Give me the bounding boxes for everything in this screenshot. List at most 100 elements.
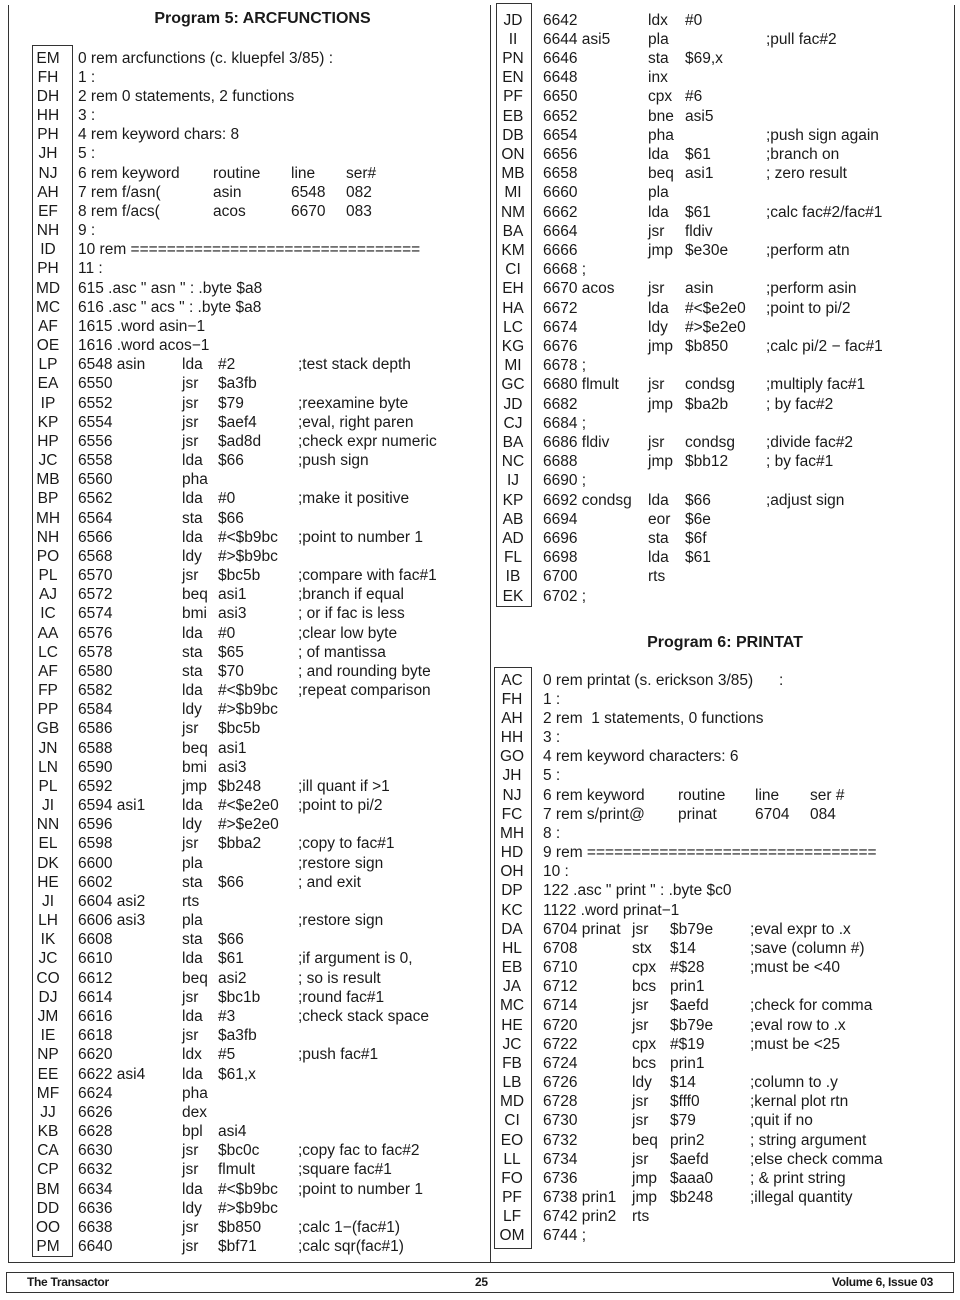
line-number-label: 6646 [543, 49, 578, 67]
comment: ;check expr numeric [298, 432, 437, 450]
line-text: 1122 .word prinat−1 [543, 901, 680, 919]
listing-line: LF 6742 prin2 rts [0, 1207, 649, 1226]
line-number-label: 6626 [78, 1103, 113, 1121]
checksum-code: FO [501, 1169, 523, 1187]
operand: #>$b9bc [218, 701, 278, 719]
line-text: 10 rem ================================ [78, 241, 421, 259]
comment: ;calc sqr(fac#1) [298, 1238, 404, 1256]
serial-cell: 082 [346, 183, 372, 201]
operand: #<$e2e0 [218, 797, 279, 815]
opcode: beq [182, 739, 208, 757]
operand: $61 [685, 549, 711, 567]
checksum-code: CI [504, 1112, 520, 1130]
checksum-code: DK [37, 854, 59, 872]
line-number-label: 6672 [543, 299, 578, 317]
listing-line: BA 6664 jsr fldiv [0, 222, 713, 241]
serial-cell: ser # [810, 786, 845, 804]
checksum-code: GB [36, 720, 60, 738]
line-text: 2 rem 1 statements, 0 functions [543, 709, 764, 727]
checksum-code: JA [502, 978, 522, 996]
listing-line: EF 8 rem f/acs(acos 6670 083 [0, 202, 470, 221]
listing-line: LN 6590 bmi asi3 [0, 758, 470, 777]
operand: $79 [218, 394, 244, 412]
operand: asi1 [218, 586, 247, 604]
comment: ;clear low byte [298, 624, 398, 642]
operand: $66 [218, 509, 244, 527]
checksum-code: MI [504, 184, 522, 202]
checksum-code: MH [499, 824, 525, 842]
checksum-code: HP [37, 432, 59, 450]
line-number-label: 6590 [78, 758, 113, 776]
comment: ; of mantissa [298, 643, 386, 661]
checksum-code: NJ [38, 164, 58, 182]
line-text: 8 rem f/acs( [78, 202, 160, 220]
listing-line: OE 1616 .word acos−1 [0, 336, 470, 355]
opcode: cpx [632, 959, 657, 977]
opcode: pla [648, 184, 669, 202]
opcode: ldy [632, 1074, 652, 1092]
listing-line: BP 6562 lda #0 ;make it positive [0, 489, 470, 508]
listing-line: GC 6680 flmult jsr condsg ;multiply fac#1 [0, 375, 865, 394]
line-text: 6 rem keyword [78, 164, 180, 182]
checksum-code: FH [37, 68, 59, 86]
operand: $bc5b [218, 720, 261, 738]
line-number-label: 6722 [543, 1035, 578, 1053]
checksum-code: EO [500, 1131, 524, 1149]
line-number-label: 6630 [78, 1142, 113, 1160]
operand: $aaa0 [670, 1169, 714, 1187]
operand: $bc1b [218, 988, 261, 1006]
listing-line: HL 6708 stx $14 ;save (column #) [0, 939, 865, 958]
listing-line: LC 6578 sta $65 ; of mantissa [0, 643, 470, 662]
opcode: ldy [182, 1199, 202, 1217]
opcode: lda [648, 299, 669, 317]
line-number-label: 6562 [78, 490, 113, 508]
line-number-label: 6676 [543, 337, 578, 355]
listing-line: MH 8 : [0, 824, 560, 843]
operand: $b850 [685, 337, 729, 355]
listing-line: AH 2 rem 1 statements, 0 functions [0, 709, 763, 728]
listing-line: DA 6704 prinat jsr $b79e ;eval expr to .x [0, 920, 851, 939]
listing-line: AF 1615 .word asin−1 [0, 317, 470, 336]
checksum-code: GC [501, 376, 525, 394]
checksum-code: MH [35, 509, 61, 527]
opcode: sta [182, 509, 203, 527]
checksum-code: NP [37, 1046, 59, 1064]
listing-line: HH 3 : [0, 728, 560, 747]
line-number-label: 6696 [543, 529, 578, 547]
checksum-code: CJ [503, 414, 523, 432]
opcode: jsr [648, 433, 665, 451]
line-text: 6744 ; [543, 1227, 587, 1245]
operand: prin2 [670, 1131, 705, 1149]
line-text: 2 rem 0 statements, 2 functions [78, 87, 295, 105]
listing-line: JD 6642 ldx #0 [0, 11, 703, 30]
listing-line: EH 6670 acos jsr asin ;perform asin [0, 279, 856, 298]
listing-line: KB 6628 bpl asi4 [0, 1122, 470, 1141]
comment: ;multiply fac#1 [766, 376, 866, 394]
page-frame [8, 5, 955, 1263]
comment: ;push fac#1 [298, 1046, 379, 1064]
listing-line: JM 6616 lda #3 ;check stack space [0, 1007, 470, 1026]
listing-line: FC 7 rem s/print@ prinat 6704 084 [0, 805, 836, 824]
checksum-code: BM [36, 1180, 60, 1198]
line-number-label: 6694 [543, 510, 578, 528]
checksum-code: MI [504, 357, 522, 375]
checksum-code: MD [499, 1093, 525, 1111]
checksum-code: JH [38, 145, 58, 163]
checksum-code: NC [501, 453, 525, 471]
line-number-label: 6714 [543, 997, 578, 1015]
checksum-code: MB [501, 165, 525, 183]
line-number-label: 6620 [78, 1046, 113, 1064]
opcode: bmi [182, 605, 207, 623]
line-text: 5 : [78, 145, 96, 163]
checksum-code: HE [501, 1016, 523, 1034]
line-number-label: 6596 [78, 816, 113, 834]
operand: $61 [218, 950, 244, 968]
opcode: rts [648, 568, 666, 586]
line-cell: 6704 [755, 805, 790, 823]
listing-line: KG 6676 jmp $b850 ;calc pi/2 − fac#1 [0, 337, 883, 356]
line-number-label: 6588 [78, 739, 113, 757]
listing-line: CP 6632 jsr flmult ;square fac#1 [0, 1160, 470, 1179]
operand: #<$b9bc [218, 682, 278, 700]
operand: $aef4 [218, 413, 257, 431]
comment: ;pull fac#2 [766, 30, 837, 48]
